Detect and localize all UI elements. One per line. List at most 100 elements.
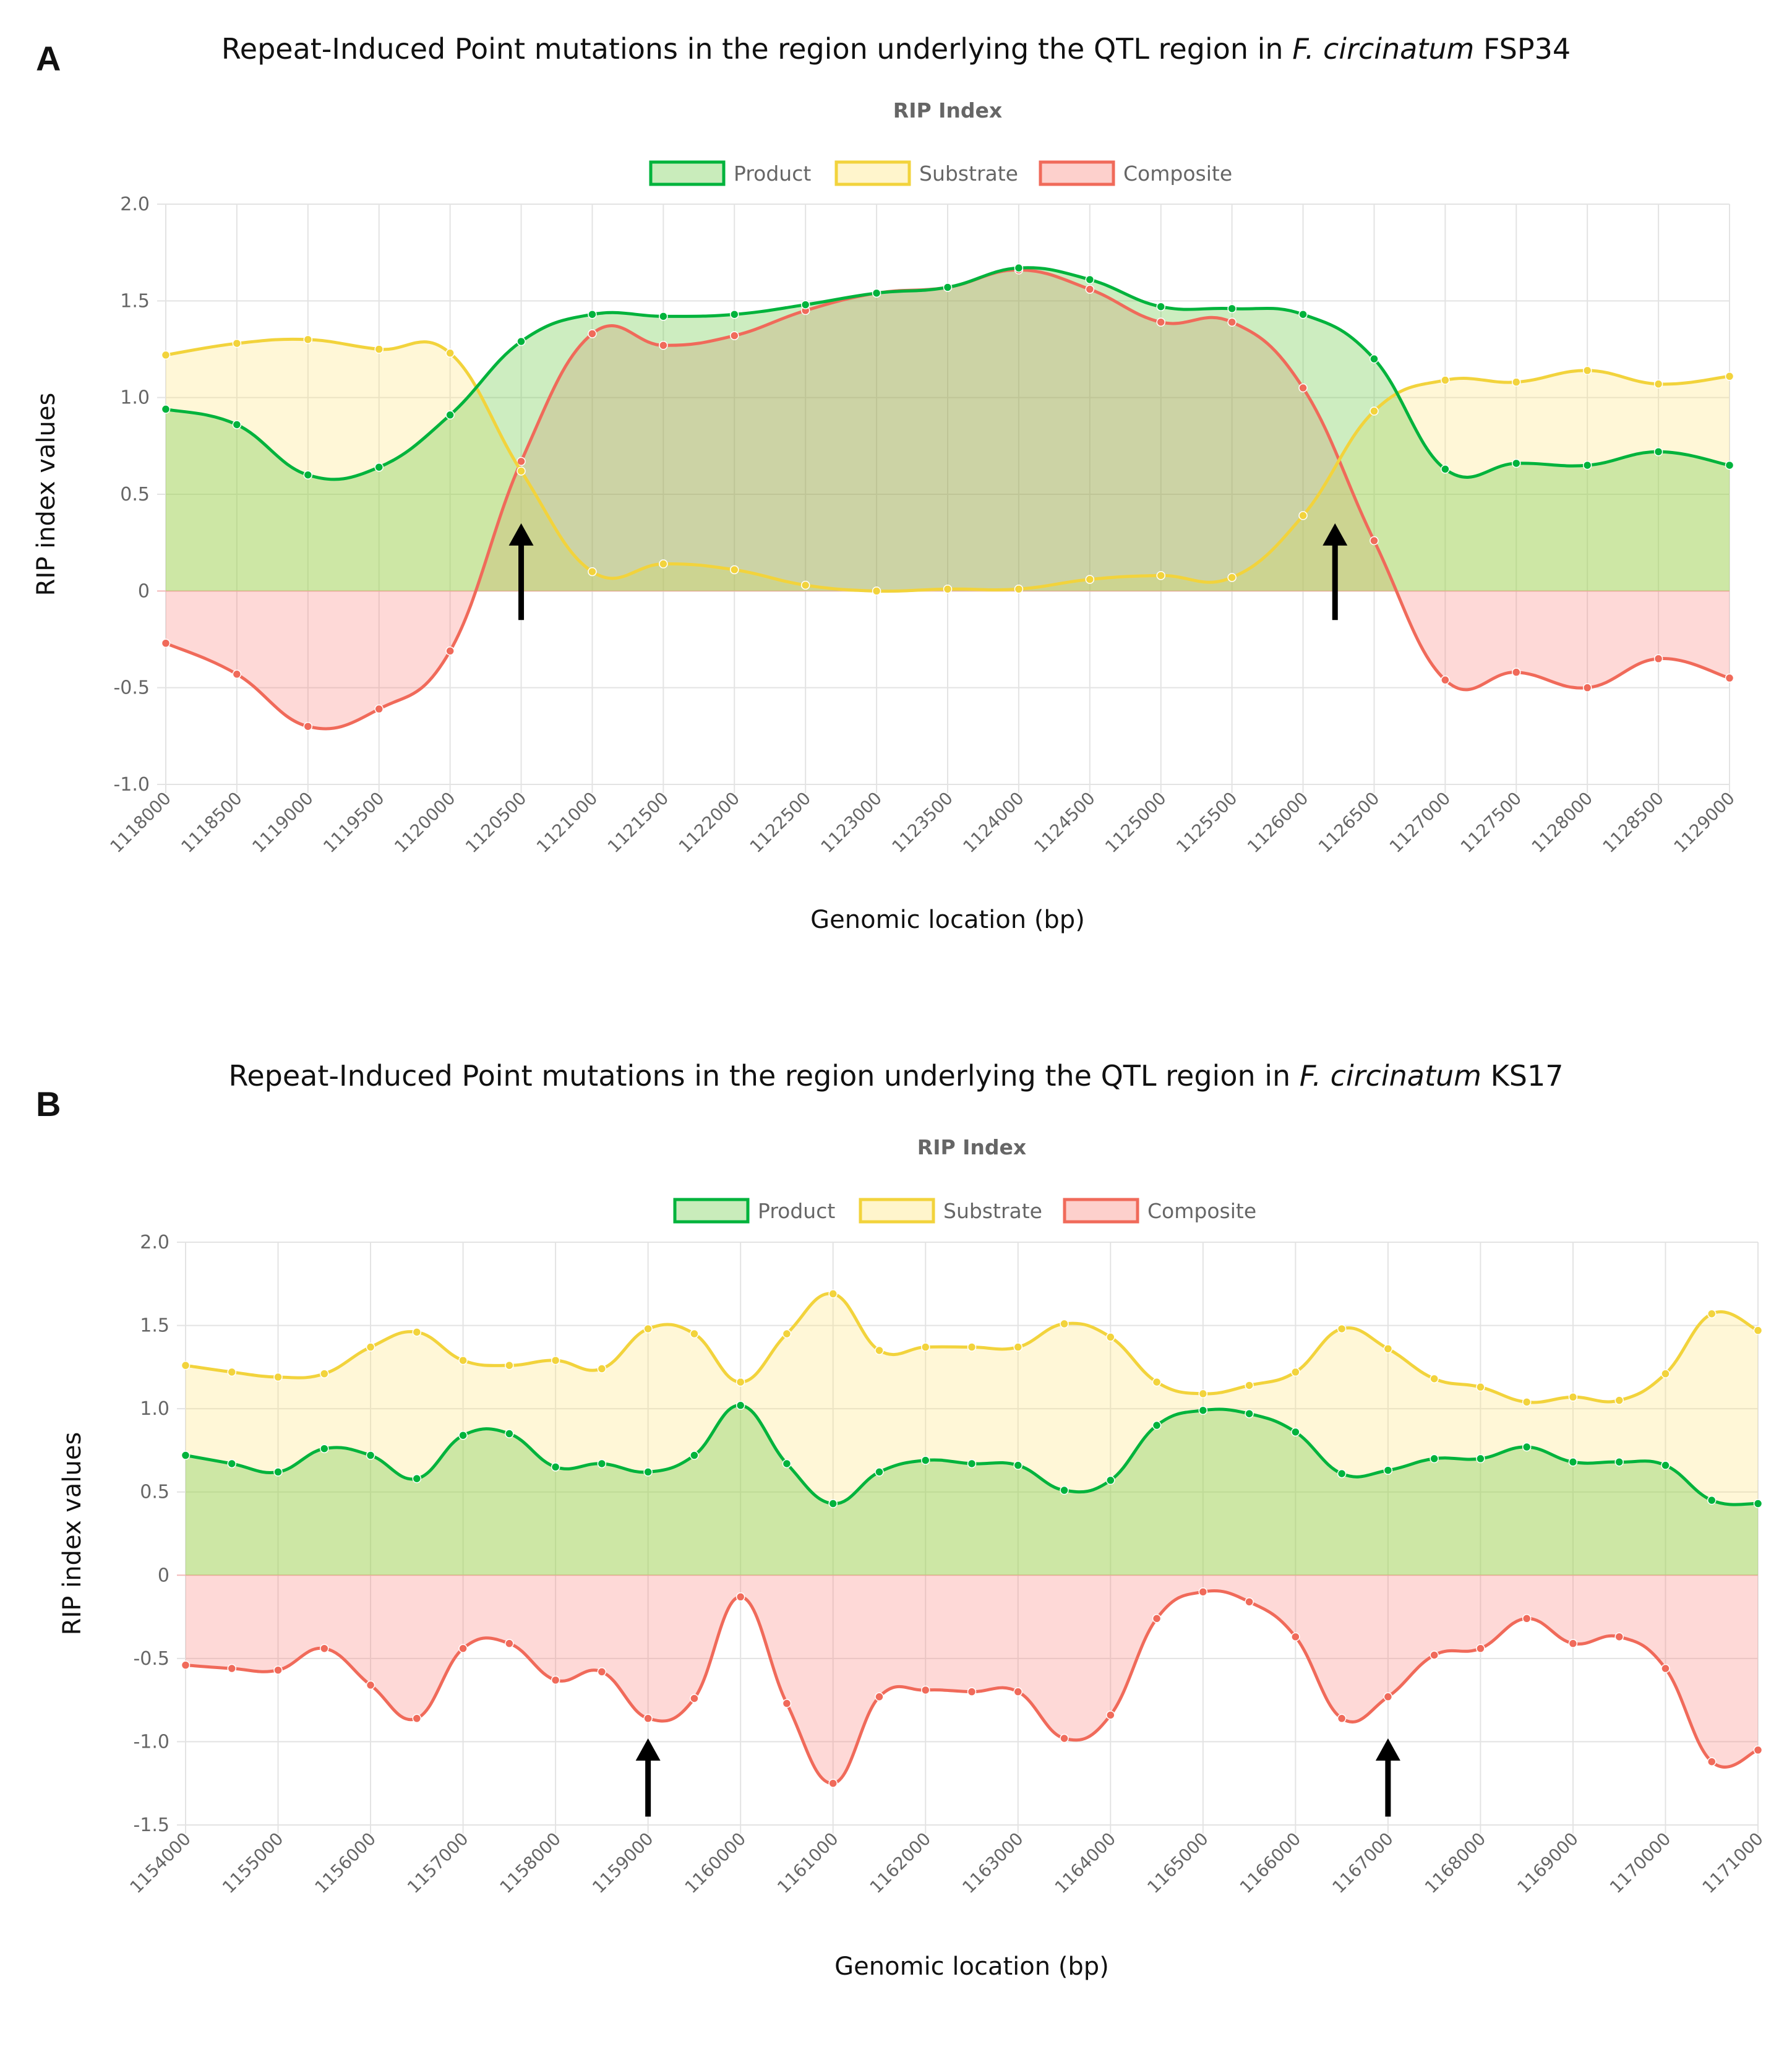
data-point-product[interactable] (1441, 465, 1450, 474)
data-point-composite[interactable] (551, 1675, 560, 1685)
data-point-product[interactable] (412, 1474, 422, 1483)
data-point-product[interactable] (1370, 354, 1379, 364)
data-point-product[interactable] (1245, 1409, 1254, 1419)
data-point-composite[interactable] (320, 1644, 329, 1653)
data-point-substrate[interactable] (374, 345, 384, 354)
data-point-composite[interactable] (690, 1694, 699, 1703)
data-point-substrate[interactable] (303, 335, 313, 345)
data-point-product[interactable] (374, 462, 384, 472)
data-point-substrate[interactable] (1522, 1397, 1532, 1407)
data-point-substrate[interactable] (1298, 511, 1308, 520)
legend-item-composite[interactable]: Composite (1039, 160, 1232, 186)
data-point-composite[interactable] (730, 331, 739, 340)
data-point-product[interactable] (643, 1467, 653, 1477)
data-point-product[interactable] (1476, 1454, 1485, 1464)
data-point-product[interactable] (800, 300, 810, 309)
data-point-product[interactable] (1430, 1454, 1439, 1464)
data-point-composite[interactable] (1085, 285, 1095, 294)
data-point-substrate[interactable] (273, 1372, 283, 1382)
data-point-substrate[interactable] (1106, 1333, 1115, 1342)
data-point-product[interactable] (1522, 1442, 1532, 1452)
data-point-substrate[interactable] (1568, 1393, 1578, 1402)
data-point-substrate[interactable] (320, 1369, 329, 1378)
data-point-substrate[interactable] (1291, 1367, 1300, 1377)
data-point-composite[interactable] (412, 1714, 422, 1723)
data-point-product[interactable] (943, 283, 953, 292)
data-point-product[interactable] (1060, 1485, 1069, 1495)
data-point-substrate[interactable] (232, 338, 242, 348)
data-point-composite[interactable] (782, 1699, 792, 1708)
data-point-substrate[interactable] (597, 1364, 607, 1373)
legend-item-product[interactable]: Product (649, 160, 811, 186)
data-point-composite[interactable] (374, 704, 384, 714)
data-point-composite[interactable] (1476, 1644, 1485, 1653)
data-point-product[interactable] (1291, 1427, 1300, 1437)
data-point-substrate[interactable] (505, 1360, 514, 1370)
data-point-substrate[interactable] (1753, 1326, 1763, 1335)
data-point-substrate[interactable] (1476, 1382, 1485, 1392)
data-point-product[interactable] (517, 337, 526, 346)
data-point-substrate[interactable] (943, 584, 953, 594)
data-point-composite[interactable] (735, 1592, 745, 1602)
data-point-product[interactable] (1337, 1469, 1347, 1479)
data-point-composite[interactable] (1430, 1651, 1439, 1660)
data-point-substrate[interactable] (366, 1342, 375, 1352)
data-point-product[interactable] (1383, 1466, 1393, 1475)
data-point-product[interactable] (730, 309, 739, 319)
data-point-composite[interactable] (1614, 1632, 1624, 1642)
data-point-composite[interactable] (1653, 654, 1663, 664)
data-point-composite[interactable] (505, 1639, 514, 1648)
data-point-substrate[interactable] (1013, 1342, 1023, 1352)
data-point-substrate[interactable] (828, 1289, 838, 1299)
data-point-substrate[interactable] (1337, 1324, 1347, 1334)
data-point-substrate[interactable] (1725, 372, 1734, 381)
data-point-substrate[interactable] (1430, 1374, 1439, 1383)
data-point-substrate[interactable] (227, 1367, 237, 1377)
data-point-substrate[interactable] (1370, 406, 1379, 416)
data-point-product[interactable] (659, 312, 668, 321)
data-point-product[interactable] (597, 1459, 607, 1469)
data-point-composite[interactable] (1582, 683, 1592, 692)
data-point-composite[interactable] (967, 1687, 977, 1696)
data-point-composite[interactable] (1156, 317, 1165, 327)
data-point-composite[interactable] (1198, 1587, 1208, 1597)
data-point-composite[interactable] (161, 638, 171, 648)
data-point-product[interactable] (445, 410, 455, 420)
data-point-composite[interactable] (366, 1680, 375, 1690)
data-point-product[interactable] (1582, 460, 1592, 470)
data-point-substrate[interactable] (659, 559, 668, 569)
data-point-substrate[interactable] (800, 580, 810, 590)
data-point-substrate[interactable] (920, 1342, 930, 1352)
data-point-substrate[interactable] (445, 348, 455, 358)
data-point-substrate[interactable] (735, 1377, 745, 1387)
data-point-substrate[interactable] (1060, 1319, 1069, 1329)
data-point-composite[interactable] (920, 1685, 930, 1695)
data-point-product[interactable] (232, 420, 242, 429)
data-point-composite[interactable] (517, 457, 526, 466)
data-point-product[interactable] (1014, 263, 1024, 273)
data-point-substrate[interactable] (588, 567, 597, 577)
legend-item-composite[interactable]: Composite (1063, 1198, 1256, 1224)
data-point-product[interactable] (690, 1451, 699, 1460)
data-point-product[interactable] (1568, 1457, 1578, 1467)
data-point-product[interactable] (1512, 458, 1521, 468)
data-point-substrate[interactable] (730, 565, 739, 575)
data-point-substrate[interactable] (782, 1329, 792, 1339)
data-point-product[interactable] (828, 1499, 838, 1508)
data-point-composite[interactable] (1707, 1757, 1717, 1766)
data-point-substrate[interactable] (1245, 1381, 1254, 1390)
data-point-substrate[interactable] (1653, 379, 1663, 389)
data-point-product[interactable] (1653, 447, 1663, 457)
data-point-substrate[interactable] (1582, 366, 1592, 376)
data-point-substrate[interactable] (1661, 1369, 1670, 1378)
data-point-substrate[interactable] (1156, 571, 1165, 580)
data-point-substrate[interactable] (1198, 1389, 1208, 1399)
data-point-product[interactable] (1013, 1461, 1023, 1470)
data-point-composite[interactable] (232, 669, 242, 679)
data-point-substrate[interactable] (1441, 376, 1450, 385)
data-point-composite[interactable] (1725, 673, 1734, 683)
data-point-product[interactable] (1085, 275, 1095, 285)
data-point-product[interactable] (1298, 309, 1308, 319)
data-point-product[interactable] (273, 1467, 283, 1477)
data-point-product[interactable] (1198, 1406, 1208, 1415)
